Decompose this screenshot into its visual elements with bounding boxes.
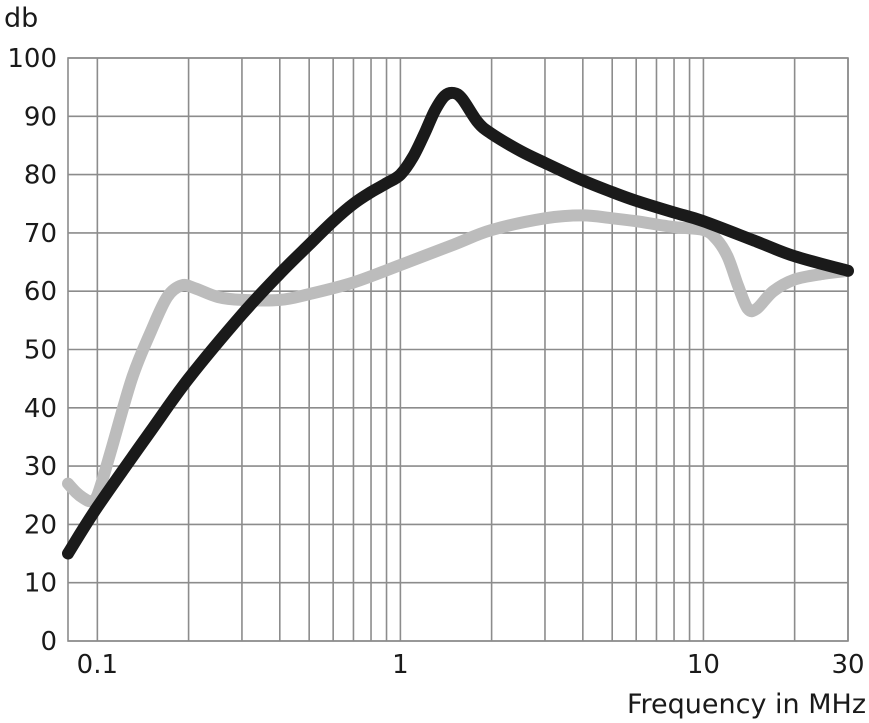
x-tick-label: 0.1 xyxy=(77,650,118,680)
y-tick-label: 0 xyxy=(40,627,57,657)
tick-layer: 0 10 20 30 40 50 60 70 80 90 100 0.1 1 10 30 xyxy=(7,44,864,680)
y-tick-label: 70 xyxy=(24,219,57,249)
plot-frame xyxy=(67,57,849,642)
x-tick-label: 1 xyxy=(392,650,409,680)
y-tick-label: 60 xyxy=(24,277,57,307)
series-line-gray xyxy=(62,209,854,508)
y-axis-label: db xyxy=(4,3,38,34)
y-tick-label: 80 xyxy=(24,161,57,191)
grid-layer xyxy=(68,57,849,642)
y-tick-label: 100 xyxy=(7,44,57,74)
y-tick-label: 30 xyxy=(24,452,57,482)
series-layer xyxy=(62,86,854,560)
x-tick-label: 30 xyxy=(831,650,864,680)
y-tick-label: 20 xyxy=(24,510,57,540)
x-axis-label: Frequency in MHz xyxy=(627,689,866,720)
x-tick-label: 10 xyxy=(687,650,720,680)
y-tick-label: 10 xyxy=(24,569,57,599)
y-tick-label: 50 xyxy=(24,336,57,366)
y-tick-label: 90 xyxy=(24,102,57,132)
y-tick-label: 40 xyxy=(24,394,57,424)
series-line-black xyxy=(62,86,854,560)
